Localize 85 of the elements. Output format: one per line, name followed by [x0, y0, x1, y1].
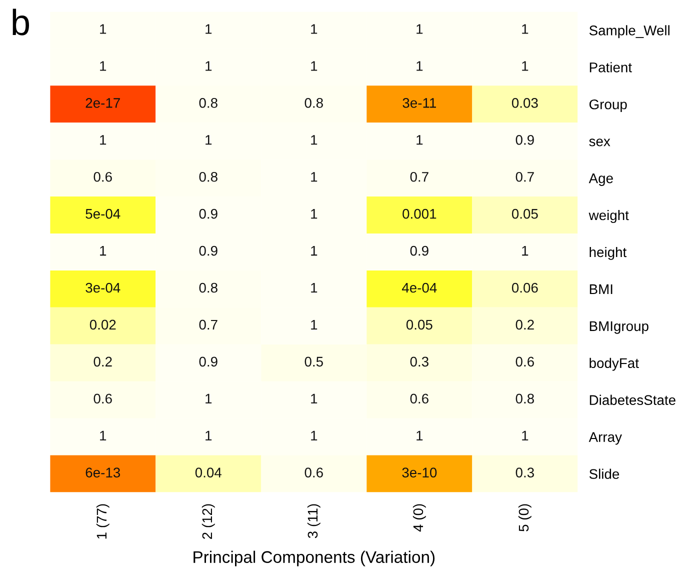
data-label: 0.6 — [304, 468, 323, 478]
y-tick-label: Array — [588, 432, 622, 445]
data-label: 1 — [206, 24, 212, 34]
data-label: 3e-04 — [86, 282, 120, 293]
data-label: 0.05 — [512, 208, 538, 219]
y-tick-label: DiabetesState — [590, 394, 676, 405]
data-label: 0.6 — [516, 356, 534, 367]
x-axis-title: Principal Components (Variation) — [194, 550, 435, 566]
data-label: 0.2 — [516, 320, 534, 330]
data-label: 0.5 — [304, 356, 323, 367]
data-label: 1 — [522, 430, 528, 440]
data-label: 5e-04 — [86, 208, 120, 219]
data-label: 1 — [311, 246, 318, 256]
data-label: 1 — [522, 61, 528, 71]
x-tick-label: 5 (0) — [518, 504, 532, 532]
data-label: 4e-04 — [402, 282, 437, 293]
data-label: 0.8 — [516, 394, 534, 404]
data-label: 1 — [100, 246, 106, 256]
data-label: 1 — [416, 61, 423, 71]
data-label: 1 — [416, 430, 423, 440]
data-label: 0.2 — [94, 356, 112, 367]
data-label: 0.9 — [199, 246, 218, 256]
x-tick-label: 4 (0) — [412, 504, 426, 532]
data-label: 1 — [206, 394, 212, 404]
data-label: 0.05 — [406, 320, 432, 330]
data-label: 1 — [311, 394, 318, 404]
y-tick-label: Patient — [590, 62, 632, 72]
data-label: 1 — [311, 61, 318, 71]
data-label: 0.9 — [199, 356, 218, 367]
data-label: 1 — [522, 246, 528, 256]
y-tick-label: weight — [588, 210, 629, 223]
y-tick-label: BMI — [590, 284, 612, 294]
data-label: 1 — [311, 172, 318, 182]
data-label: 0.7 — [410, 172, 428, 182]
y-tick-label: Age — [588, 174, 613, 186]
data-label: 0.6 — [410, 394, 428, 404]
data-label: 0.3 — [410, 356, 428, 367]
data-label: 1 — [311, 209, 318, 219]
data-label: 1 — [522, 24, 528, 34]
data-label: 6e-13 — [86, 468, 120, 478]
x-tick-label: 3 (11) — [307, 504, 320, 538]
data-label: 0.6 — [94, 172, 112, 182]
data-label: 1 — [311, 282, 318, 293]
data-label: 1 — [206, 61, 212, 71]
data-label: 1 — [311, 320, 318, 330]
data-label: 3e-10 — [402, 468, 437, 478]
data-label: 0.9 — [199, 208, 218, 219]
data-label: 1 — [100, 61, 106, 71]
data-label: 0.6 — [94, 394, 112, 404]
data-label: 0.001 — [402, 208, 436, 219]
y-tick-label: Group — [589, 99, 627, 112]
data-label: 0.7 — [199, 320, 218, 330]
y-tick-label: Sample_Well — [589, 25, 670, 38]
data-label: 0.9 — [410, 246, 428, 256]
data-label: 1 — [206, 430, 212, 440]
data-label: 1 — [100, 24, 106, 34]
data-label: 0.8 — [304, 98, 323, 108]
text: b — [12, 8, 30, 36]
data-label: 0.02 — [90, 320, 116, 330]
data-label: 1 — [416, 24, 423, 34]
data-label: 1 — [100, 135, 106, 145]
y-tick-label: BMIgroup — [590, 321, 648, 334]
y-tick-label: bodyFat — [590, 358, 639, 371]
x-tick-label: 2 (12) — [202, 504, 215, 539]
data-label: 0.9 — [516, 134, 534, 145]
data-label: 0.06 — [512, 282, 538, 293]
data-label: 0.8 — [199, 282, 218, 293]
data-label: 3e-11 — [402, 98, 436, 108]
y-tick-label: Slide — [589, 468, 620, 479]
data-label: 1 — [311, 135, 318, 145]
y-tick-label: height — [590, 246, 627, 260]
data-label: 0.3 — [516, 468, 534, 478]
data-label: 1 — [416, 135, 423, 145]
data-label: 2e-17 — [86, 98, 120, 108]
data-label: 1 — [206, 135, 212, 145]
data-label: 1 — [311, 430, 318, 440]
y-tick-label: sex — [589, 138, 610, 146]
data-label: 0.03 — [512, 98, 538, 108]
data-label: 0.8 — [199, 98, 218, 108]
data-label: 0.8 — [199, 172, 218, 182]
data-label: 0.7 — [516, 172, 534, 182]
data-label: 1 — [311, 24, 318, 34]
data-label: 0.04 — [195, 468, 222, 478]
x-tick-label: 1 (77) — [96, 504, 110, 539]
data-label: 1 — [100, 430, 106, 440]
